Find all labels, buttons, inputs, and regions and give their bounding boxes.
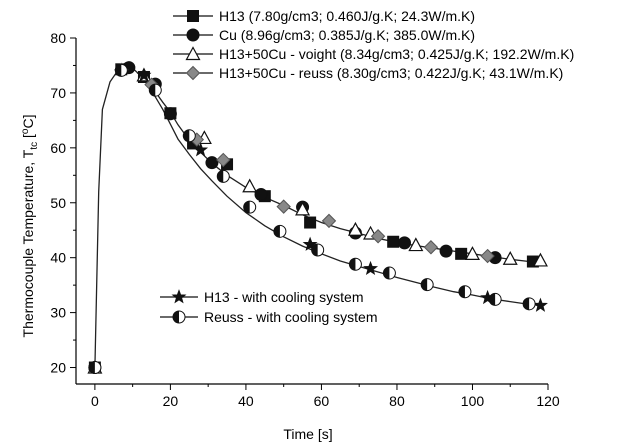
- data-point-fill: [88, 361, 95, 374]
- y-axis-label: Thermocouple Temperature, Ttc [oC]: [20, 115, 40, 338]
- data-point-fill: [149, 84, 156, 97]
- data-series: [87, 61, 548, 375]
- data-point: [163, 107, 177, 121]
- legend-label: H13+50Cu - reuss (8.30g/cm3; 0.422J/g.K;…: [219, 65, 563, 81]
- y-tick-label: 50: [50, 195, 66, 211]
- series-5-markers: [88, 63, 536, 375]
- data-point: [205, 156, 219, 170]
- y-tick-label: 80: [50, 30, 66, 46]
- legend-marker: [171, 289, 187, 304]
- data-point: [304, 216, 317, 229]
- data-point: [423, 240, 439, 255]
- data-point-fill: [349, 258, 356, 271]
- data-point: [136, 67, 152, 82]
- legend-marker: [185, 46, 201, 61]
- x-axis-label: Time [s]: [283, 426, 332, 442]
- data-point: [347, 221, 363, 236]
- data-point: [439, 244, 453, 258]
- x-tick-label: 80: [389, 393, 405, 409]
- legend-top: H13 (7.80g/cm3; 0.460J/g.K; 24.3W/m.K) Cu…: [173, 8, 574, 81]
- data-point: [321, 213, 337, 229]
- legend-marker: [185, 65, 201, 81]
- y-tick-label: 30: [50, 305, 66, 321]
- x-tick-label: 60: [314, 393, 330, 409]
- x-tick-label: 40: [238, 393, 254, 409]
- data-point-fill: [273, 225, 280, 238]
- legend-marker: [187, 10, 199, 22]
- data-point-fill: [115, 64, 122, 77]
- data-point-fill: [217, 170, 224, 183]
- data-point-fill: [183, 129, 190, 142]
- x-tick-label: 0: [91, 393, 99, 409]
- data-point-fill: [421, 278, 428, 291]
- x-tick-label: 100: [461, 393, 485, 409]
- data-point: [502, 251, 518, 265]
- y-tick-label: 20: [50, 360, 66, 376]
- data-point: [387, 235, 400, 248]
- data-point: [455, 247, 468, 260]
- data-point-fill: [523, 297, 530, 310]
- data-point: [464, 246, 480, 260]
- legend-bottom: H13 - with cooling system Reuss - with co…: [160, 289, 378, 325]
- legend-label: H13 (7.80g/cm3; 0.460J/g.K; 24.3W/m.K): [219, 8, 475, 24]
- data-point: [398, 236, 412, 250]
- data-point: [193, 142, 209, 157]
- y-tick-label: 60: [50, 140, 66, 156]
- legend-marker: [186, 28, 200, 42]
- data-point: [408, 237, 424, 252]
- data-point: [370, 229, 386, 244]
- data-point: [276, 199, 291, 214]
- series-line-4: [139, 74, 541, 307]
- data-point: [242, 178, 258, 193]
- data-point: [295, 201, 311, 216]
- y-tick-label: 40: [50, 250, 66, 266]
- legend-label: H13+50Cu - voight (8.34g/cm3; 0.425J/g.K…: [219, 46, 574, 62]
- plot-axes: [75, 38, 548, 385]
- series-3-markers: [114, 62, 495, 264]
- data-point: [532, 252, 548, 267]
- data-point-fill: [458, 285, 465, 298]
- data-point: [363, 260, 379, 276]
- x-tick-label: 20: [163, 393, 179, 409]
- series-1-markers: [88, 61, 502, 375]
- data-point: [302, 236, 318, 251]
- x-tick-label: 120: [536, 393, 560, 409]
- legend-marker-fill: [173, 311, 179, 323]
- data-point: [480, 248, 495, 264]
- data-point-fill: [311, 243, 318, 256]
- axis-ticks: 0 20 40 60 80 100 120 20 30 40 50 60 70 80: [50, 30, 559, 409]
- data-point-fill: [383, 267, 390, 280]
- data-point: [216, 152, 231, 168]
- series-4-markers: [136, 67, 548, 312]
- y-tick-label: 70: [50, 85, 66, 101]
- data-point: [532, 297, 548, 312]
- legend-label: Cu (8.96g/cm3; 0.385J/g.K; 385.0W/m.K): [219, 27, 475, 43]
- legend-label: H13 - with cooling system: [204, 289, 364, 305]
- data-point: [254, 188, 268, 202]
- series-0-markers: [88, 63, 539, 374]
- data-point-fill: [243, 201, 250, 214]
- legend-label: Reuss - with cooling system: [204, 309, 378, 325]
- data-point-fill: [489, 293, 496, 306]
